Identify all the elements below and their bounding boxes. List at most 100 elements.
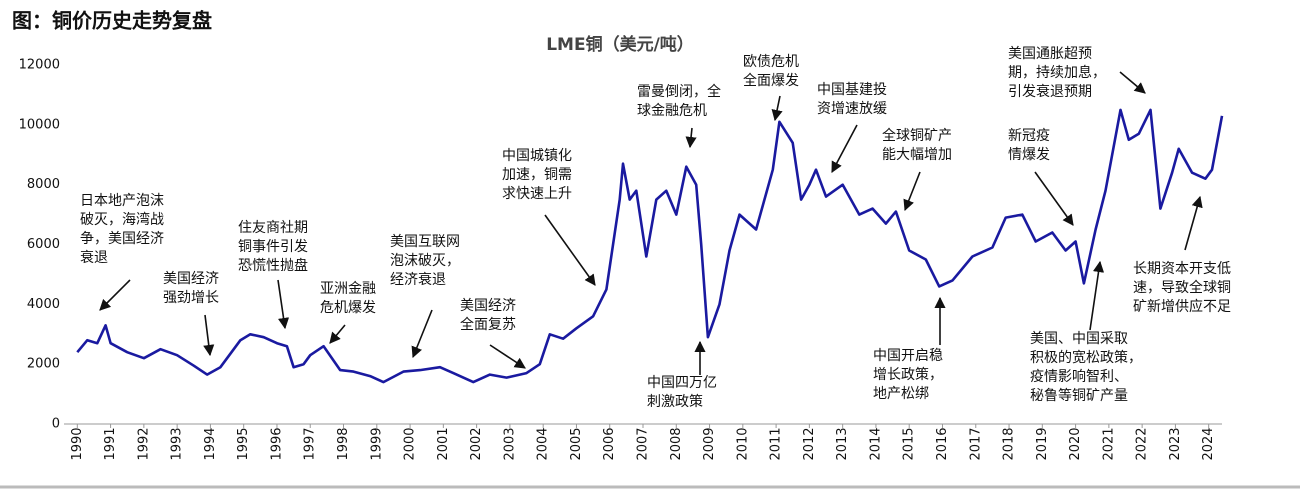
annotation-line: 全面复苏 <box>460 316 516 333</box>
x-tick-label: 2022 <box>1135 427 1150 460</box>
annotation-line: 亚洲金融 <box>320 281 376 297</box>
x-tick-label: 2024 <box>1201 427 1216 460</box>
annotation-line: 铜事件引发 <box>238 239 308 255</box>
annotation-line: 住友商社期 <box>238 220 308 236</box>
annotation-line: 情爆发 <box>1008 147 1050 163</box>
annotation: 雷曼倒闭，全球金融危机 <box>637 83 721 119</box>
x-tick-label: 2001 <box>436 427 451 460</box>
annotation-arrow <box>203 314 215 357</box>
annotation: 住友商社期铜事件引发恐慌性抛盘 <box>238 220 308 274</box>
annotation: 中国基建投资增速放缓 <box>817 81 887 117</box>
annotation-line: 增长政策， <box>873 366 943 383</box>
x-tick-label: 1999 <box>369 427 384 460</box>
annotation-line: 积极的宽松政策， <box>1030 349 1142 366</box>
annotation-line: 中国开启稳 <box>873 348 943 364</box>
annotation-line: 全球铜矿产 <box>882 127 952 144</box>
annotation-line: 争，美国经济 <box>80 231 164 247</box>
x-tick-label: 2012 <box>802 427 817 460</box>
y-tick-label: 2000 <box>27 357 60 372</box>
y-tick-label: 8000 <box>27 177 60 192</box>
annotation-line: 危机爆发 <box>320 300 376 316</box>
annotation-line: 日本地产泡沫 <box>80 193 164 209</box>
annotation: 长期资本开支低速，导致全球铜矿新增供应不足 <box>1133 261 1231 315</box>
x-tick-label: 1990 <box>70 427 85 460</box>
x-tick-label: 2023 <box>1168 427 1183 460</box>
x-tick-label: 2009 <box>702 427 717 460</box>
annotation-arrow <box>277 279 290 330</box>
annotation-line: 长期资本开支低 <box>1133 261 1231 277</box>
annotation-line: 引发衰退预期 <box>1008 83 1092 100</box>
price-line <box>76 108 1224 384</box>
annotation: 亚洲金融危机爆发 <box>320 281 376 316</box>
annotation-line: 求快速上升 <box>502 186 572 202</box>
x-tick-label: 1994 <box>203 427 218 460</box>
y-tick-label: 6000 <box>27 237 60 252</box>
annotation-line: 恐慌性抛盘 <box>238 257 308 274</box>
annotation-line: 美国通胀超预 <box>1008 46 1092 62</box>
annotation-arrow <box>1034 171 1074 226</box>
annotation-line: 中国基建投 <box>817 81 887 98</box>
annotation-line: 矿新增供应不足 <box>1133 298 1231 315</box>
annotation: 全球铜矿产能大幅增加 <box>882 127 952 163</box>
annotation-arrow <box>1119 71 1146 94</box>
x-tick-label: 2008 <box>669 427 684 460</box>
x-tick-label: 2018 <box>1002 427 1017 460</box>
annotation: 中国城镇化加速，铜需求快速上升 <box>502 148 572 202</box>
annotation-arrow <box>329 324 346 344</box>
annotation: 欧债危机全面爆发 <box>743 54 799 89</box>
annotation-line: 美国、中国采取 <box>1030 331 1128 347</box>
x-tick-label: 1991 <box>103 427 118 460</box>
x-tick-label: 2003 <box>502 427 517 460</box>
annotation-line: 球金融危机 <box>637 103 707 119</box>
chart-title: LME铜（美元/吨） <box>546 34 694 55</box>
annotation-arrow <box>411 309 433 359</box>
annotation-line: 加速，铜需 <box>502 167 572 183</box>
annotation-line: 欧债危机 <box>743 54 799 70</box>
annotation-arrow <box>489 344 526 369</box>
annotation-line: 衰退 <box>80 249 108 266</box>
annotation-arrow <box>1089 260 1105 331</box>
y-tick-label: 0 <box>52 417 60 432</box>
page-title: 图：铜价历史走势复盘 <box>12 9 212 33</box>
annotation-line: 地产松绑 <box>873 386 929 402</box>
y-tick-label: 10000 <box>19 117 60 132</box>
annotation-arrow <box>771 95 783 122</box>
annotation-line: 新冠疫 <box>1008 128 1050 144</box>
x-tick-label: 2020 <box>1068 427 1083 460</box>
annotation-arrow <box>831 124 858 173</box>
annotation-arrow <box>903 171 921 212</box>
annotation-line: 美国经济 <box>163 271 219 287</box>
annotation-line: 中国城镇化 <box>502 148 572 164</box>
x-tick-label: 2011 <box>769 427 784 460</box>
x-tick-label: 2010 <box>735 427 750 460</box>
annotation-line: 全面爆发 <box>743 72 799 89</box>
annotation-line: 秘鲁等铜矿产量 <box>1030 387 1128 404</box>
y-tick-label: 4000 <box>27 297 60 312</box>
annotation-arrow <box>544 214 596 286</box>
x-tick-label: 2013 <box>835 427 850 460</box>
x-tick-label: 1992 <box>136 427 151 460</box>
x-tick-label: 2016 <box>935 427 950 460</box>
annotation-line: 经济衰退 <box>390 271 446 288</box>
annotation-line: 资增速放缓 <box>817 101 887 117</box>
annotation-line: 雷曼倒闭，全 <box>637 83 721 100</box>
annotation-arrow <box>99 279 131 311</box>
annotation-arrow <box>1184 195 1203 251</box>
annotation: 新冠疫情爆发 <box>1008 128 1050 163</box>
x-tick-label: 2014 <box>868 427 883 460</box>
x-tick-label: 1996 <box>269 427 284 460</box>
annotation: 美国通胀超预期，持续加息， 引发衰退预期 <box>1008 46 1106 100</box>
annotation: 美国经济全面复苏 <box>460 298 516 333</box>
annotation: 中国开启稳增长政策， 地产松绑 <box>873 348 943 402</box>
x-tick-label: 2007 <box>636 427 651 460</box>
annotation: 中国四万亿刺激政策 <box>647 375 717 410</box>
annotation: 美国互联网泡沫破灭， 经济衰退 <box>390 234 460 288</box>
annotation-line: 破灭，海湾战 <box>80 211 164 228</box>
x-tick-label: 2002 <box>469 427 484 460</box>
x-tick-label: 1997 <box>303 427 318 460</box>
annotation-arrow <box>685 127 697 149</box>
x-tick-label: 1995 <box>236 427 251 460</box>
y-tick-label: 12000 <box>19 58 60 73</box>
x-tick-label: 2006 <box>602 427 617 460</box>
